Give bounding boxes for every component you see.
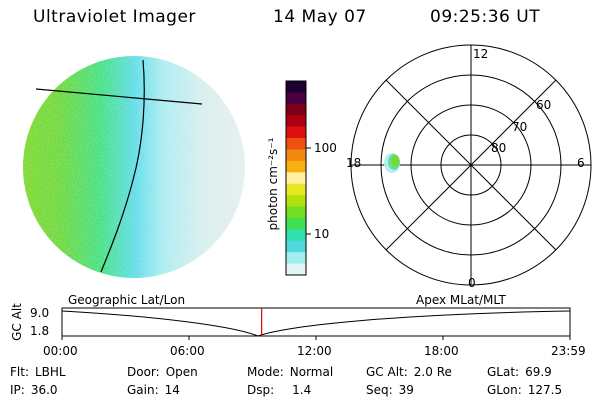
door-readout: Door: Open: [127, 365, 198, 379]
colorbar-segment: [286, 206, 306, 219]
lat-label-60: 60: [536, 98, 552, 112]
x-tick-1200: 12:00: [297, 344, 332, 358]
colorbar-segment: [286, 263, 306, 276]
colorbar-segment: [286, 126, 306, 139]
colorbar-segment: [286, 183, 306, 196]
mlt-label-0: 0: [468, 276, 476, 290]
colorbar-tick-10: 10: [314, 227, 330, 241]
colorbar-segment: [286, 92, 306, 105]
strip-y-max: 9.0: [30, 306, 50, 320]
x-tick-0600: 06:00: [170, 344, 205, 358]
colorbar-segment: [286, 81, 306, 93]
gc-alt-readout: GC Alt: 2.0 Re: [366, 365, 452, 379]
auroral-emission-patch: [384, 153, 400, 173]
mlt-label-12: 12: [473, 47, 489, 61]
instrument-title: Ultraviolet Imager: [33, 7, 196, 27]
colorbar-segment: [286, 252, 306, 265]
geographic-title: Geographic Lat/Lon: [68, 293, 186, 307]
earth-disk: [23, 56, 245, 278]
mlt-label-6: 6: [577, 156, 585, 170]
strip-y-axis-label: GC Alt: [10, 303, 24, 341]
gain-readout: Gain: 14: [127, 383, 180, 397]
colorbar-segment: [286, 217, 306, 230]
colorbar-segment: [286, 138, 306, 150]
altitude-curve: [61, 310, 571, 337]
seq-readout: Seq: 39: [366, 383, 414, 397]
latitude-line: [35, 88, 203, 105]
lat-label-80: 80: [491, 141, 507, 155]
colorbar-segment: [286, 149, 306, 162]
mlt-axis-diag2: [385, 79, 557, 251]
colorbar-segment: [286, 240, 306, 253]
colorbar-segment: [286, 195, 306, 208]
ip-readout: IP: 36.0: [10, 383, 58, 397]
longitude-line: [100, 59, 145, 273]
colorbar-segment: [286, 172, 306, 185]
colorbar-segment: [286, 115, 306, 128]
strip-y-min: 1.8: [30, 324, 50, 338]
dsp-readout: Dsp: 1.4: [247, 383, 312, 397]
image-date: 14 May 07: [273, 7, 367, 27]
colorbar-segment: [286, 103, 306, 116]
x-tick-0000: 00:00: [43, 344, 78, 358]
colorbar-segment: [286, 229, 306, 242]
lat-label-70: 70: [512, 120, 528, 134]
mlt-label-18: 18: [346, 156, 362, 170]
colorbar-segment: [286, 160, 306, 173]
glon-readout: GLon: 127.5: [487, 383, 563, 397]
image-time: 09:25:36 UT: [430, 7, 541, 27]
x-tick-1800: 18:00: [424, 344, 459, 358]
mode-readout: Mode: Normal: [247, 365, 334, 379]
glat-readout: GLat: 69.9: [487, 365, 552, 379]
apex-title: Apex MLat/MLT: [416, 293, 506, 307]
x-tick-2359: 23:59: [551, 344, 586, 358]
filter-readout: Flt: LBHL: [10, 365, 66, 379]
colorbar-tick-100: 100: [314, 141, 337, 155]
